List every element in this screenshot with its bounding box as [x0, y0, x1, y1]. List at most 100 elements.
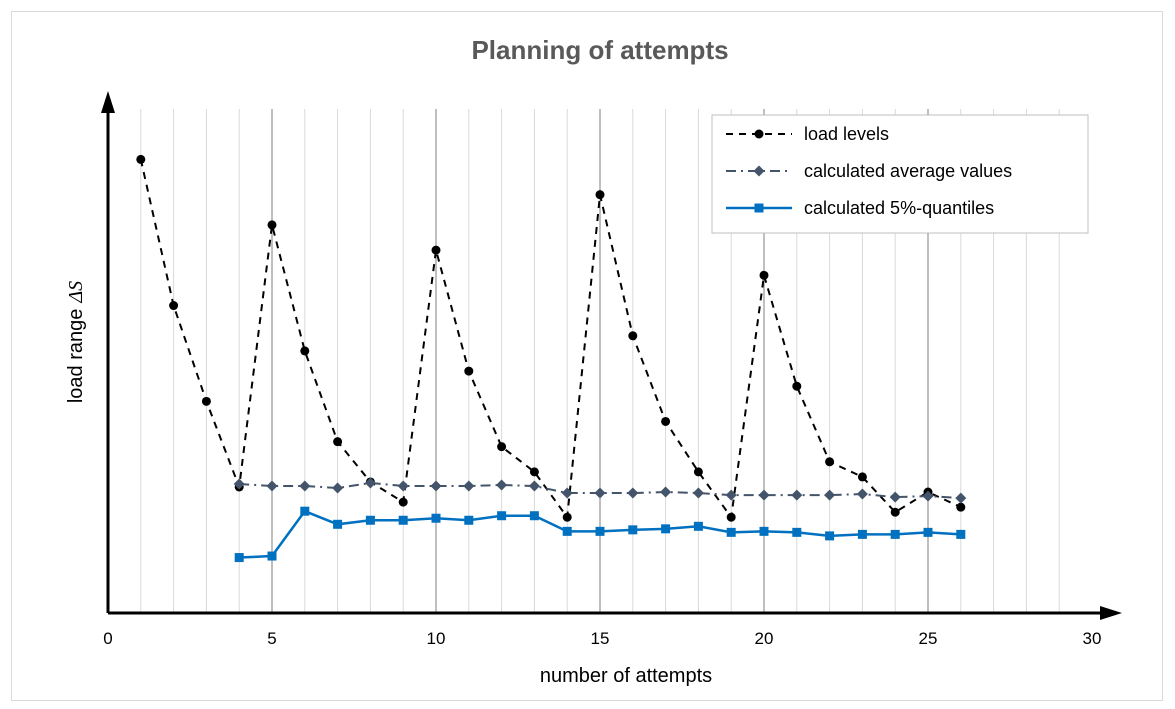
- data-point: [824, 489, 836, 501]
- data-point: [753, 165, 765, 177]
- data-point: [693, 467, 703, 477]
- data-point: [825, 531, 835, 541]
- data-point: [562, 526, 572, 536]
- data-point: [754, 203, 764, 213]
- data-point: [529, 467, 539, 477]
- x-axis-label: number of attempts: [540, 665, 712, 687]
- data-point: [923, 527, 933, 537]
- data-point: [497, 511, 507, 521]
- data-point: [594, 487, 606, 499]
- y-axis-symbol: ΔS: [65, 281, 87, 304]
- data-point: [856, 488, 868, 500]
- legend-label: load levels: [804, 124, 889, 144]
- y-axis-label-text: load range: [65, 309, 87, 404]
- data-point: [595, 190, 605, 200]
- data-point: [431, 245, 441, 255]
- data-point: [754, 129, 764, 139]
- data-point: [792, 527, 802, 537]
- data-point: [955, 492, 967, 504]
- x-tick-label: 30: [1083, 629, 1102, 648]
- data-point: [857, 472, 867, 482]
- data-point: [398, 497, 408, 507]
- data-point: [561, 487, 573, 499]
- data-point: [333, 519, 343, 529]
- data-point: [889, 491, 901, 503]
- data-point: [628, 525, 638, 535]
- series-square: [234, 506, 966, 563]
- data-point: [890, 507, 900, 517]
- data-point: [725, 489, 737, 501]
- x-tick-label: 5: [267, 629, 276, 648]
- axes: [101, 91, 1122, 620]
- data-point: [300, 506, 310, 516]
- data-point: [496, 479, 508, 491]
- chart-title: Planning of attempts: [471, 35, 728, 65]
- data-point: [791, 489, 803, 501]
- x-tick-labels: 0 5 10 15 20 25 30: [103, 629, 1101, 648]
- chart-frame: Planning of attempts 0 5 10 15 20 25 30 number…: [11, 11, 1163, 701]
- data-point: [528, 480, 540, 492]
- data-point: [300, 346, 310, 356]
- data-point: [792, 381, 802, 391]
- data-point: [726, 512, 736, 522]
- data-point: [333, 437, 343, 447]
- x-tick-label: 25: [919, 629, 938, 648]
- data-point: [726, 527, 736, 537]
- legend-box: [711, 114, 1089, 234]
- data-point: [922, 490, 934, 502]
- data-point: [595, 526, 605, 536]
- data-point: [497, 442, 507, 452]
- data-point: [661, 416, 671, 426]
- data-point: [397, 480, 409, 492]
- data-point: [661, 524, 671, 534]
- data-point: [628, 331, 638, 341]
- chart-svg: Planning of attempts 0 5 10 15 20 25 30 number…: [65, 35, 1122, 687]
- data-point: [692, 487, 704, 499]
- data-point: [529, 511, 539, 521]
- data-point: [169, 301, 179, 311]
- data-point: [267, 220, 277, 230]
- x-tick-label: 15: [591, 629, 610, 648]
- data-point: [136, 154, 146, 164]
- x-tick-label: 20: [755, 629, 774, 648]
- data-point: [956, 502, 966, 512]
- data-point: [463, 480, 475, 492]
- series-line: [239, 481, 961, 500]
- series-diamond: [233, 477, 967, 504]
- data-point: [627, 487, 639, 499]
- data-point: [299, 480, 311, 492]
- series-line: [139, 159, 962, 520]
- data-point: [365, 515, 375, 525]
- data-point: [857, 529, 867, 539]
- legend: load levels calculated average values calc…: [711, 114, 1089, 234]
- x-tick-label: 0: [103, 629, 112, 648]
- data-point: [364, 477, 376, 489]
- data-point: [464, 366, 474, 376]
- data-point: [660, 486, 672, 498]
- y-axis-label: load range ΔS: [65, 281, 87, 403]
- data-point: [332, 482, 344, 494]
- data-point: [956, 529, 966, 539]
- data-point: [233, 478, 245, 490]
- data-point: [267, 551, 277, 561]
- data-point: [693, 521, 703, 531]
- data-point: [758, 489, 770, 501]
- data-point: [759, 526, 769, 536]
- data-point: [890, 529, 900, 539]
- data-point: [201, 396, 211, 406]
- data-point: [430, 480, 442, 492]
- x-tick-label: 10: [427, 629, 446, 648]
- data-point: [398, 515, 408, 525]
- data-point: [431, 513, 441, 523]
- data-point: [562, 512, 572, 522]
- series-layer: [136, 154, 967, 563]
- y-axis-arrow: [101, 91, 115, 113]
- x-axis-arrow: [1100, 606, 1122, 620]
- data-point: [266, 480, 278, 492]
- data-point: [759, 270, 769, 280]
- data-point: [234, 553, 244, 563]
- data-point: [825, 457, 835, 467]
- legend-label: calculated 5%-quantiles: [804, 198, 994, 218]
- data-point: [464, 515, 474, 525]
- legend-label: calculated average values: [804, 161, 1012, 181]
